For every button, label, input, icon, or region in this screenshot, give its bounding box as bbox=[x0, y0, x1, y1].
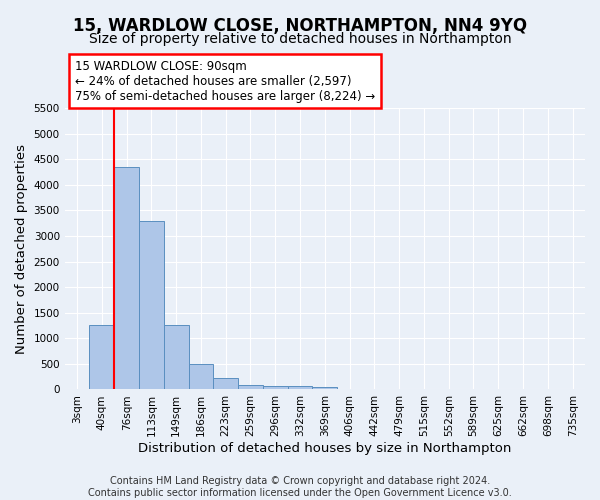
Text: 15, WARDLOW CLOSE, NORTHAMPTON, NN4 9YQ: 15, WARDLOW CLOSE, NORTHAMPTON, NN4 9YQ bbox=[73, 18, 527, 36]
Text: 15 WARDLOW CLOSE: 90sqm
← 24% of detached houses are smaller (2,597)
75% of semi: 15 WARDLOW CLOSE: 90sqm ← 24% of detache… bbox=[75, 60, 376, 102]
Bar bbox=[114, 167, 139, 390]
Bar bbox=[313, 386, 337, 390]
Bar bbox=[238, 385, 263, 390]
Y-axis label: Number of detached properties: Number of detached properties bbox=[15, 144, 28, 354]
Text: Contains HM Land Registry data © Crown copyright and database right 2024.
Contai: Contains HM Land Registry data © Crown c… bbox=[88, 476, 512, 498]
Bar bbox=[263, 386, 287, 390]
Bar bbox=[214, 378, 238, 390]
Bar bbox=[287, 386, 313, 390]
Bar bbox=[89, 324, 114, 390]
Text: Size of property relative to detached houses in Northampton: Size of property relative to detached ho… bbox=[89, 32, 511, 46]
Bar bbox=[188, 364, 214, 390]
X-axis label: Distribution of detached houses by size in Northampton: Distribution of detached houses by size … bbox=[138, 442, 512, 455]
Bar bbox=[164, 324, 188, 390]
Bar bbox=[139, 220, 164, 390]
